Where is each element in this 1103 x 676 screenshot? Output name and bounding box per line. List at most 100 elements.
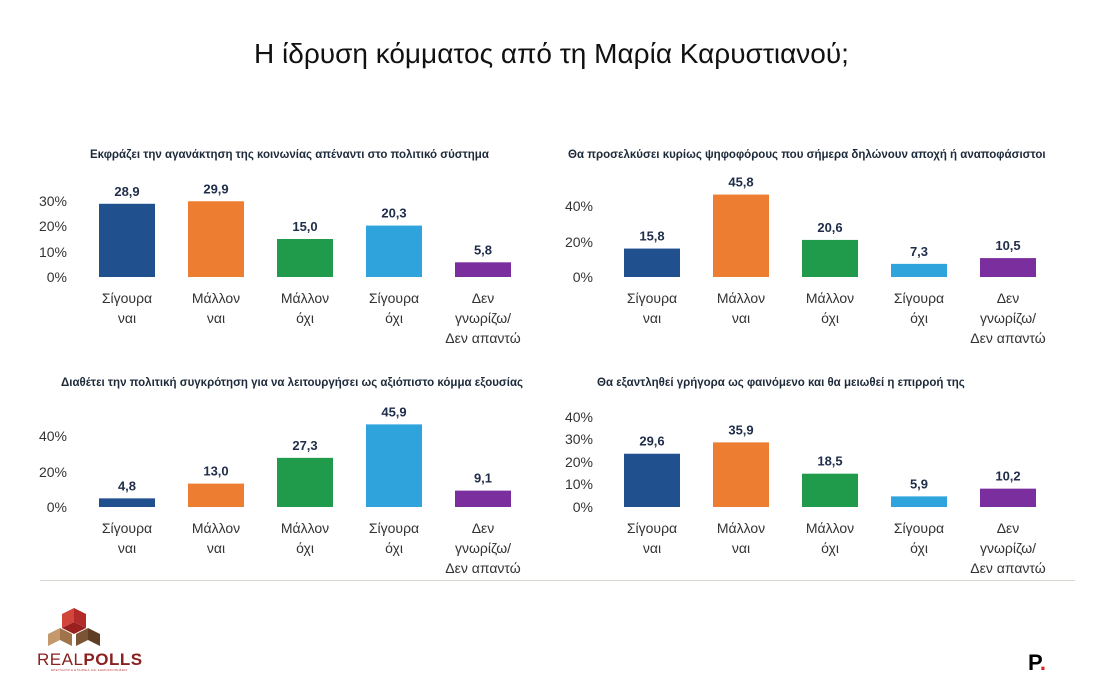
category-label: Σίγουρα bbox=[627, 520, 677, 536]
bar-value-label: 10,2 bbox=[995, 469, 1020, 484]
bar bbox=[713, 194, 769, 277]
category-label: Δεν bbox=[472, 520, 495, 536]
category-label: Δεν απαντώ bbox=[445, 330, 520, 346]
category-label: ναι bbox=[732, 310, 750, 326]
chart-title-2: Θα προσελκύσει κυρίως ψηφοφόρους που σήμ… bbox=[568, 149, 1046, 161]
bar-value-label: 29,9 bbox=[203, 181, 228, 196]
y-tick-label: 0% bbox=[47, 499, 67, 515]
bar bbox=[802, 473, 858, 507]
bar-value-label: 5,9 bbox=[910, 476, 928, 491]
realpolls-tagline: ΕΡΕΥΝΗΤΙΚΗ ΕΤΑΙΡΕΙΑ ΚΑΙ ΔΗΜΟΣΚΟΠΗΣΕΙΣ bbox=[51, 668, 128, 672]
realpolls-logo-icon bbox=[48, 608, 100, 646]
y-tick-label: 0% bbox=[47, 269, 67, 285]
bar-value-label: 18,5 bbox=[817, 454, 842, 469]
category-label: όχι bbox=[296, 310, 314, 326]
bar bbox=[980, 258, 1036, 277]
y-tick-label: 0% bbox=[573, 499, 593, 515]
bar-value-label: 13,0 bbox=[203, 464, 228, 479]
bar bbox=[277, 239, 333, 277]
category-label: γνωρίζω/ bbox=[455, 310, 511, 326]
bar-value-label: 20,6 bbox=[817, 220, 842, 235]
category-label: γνωρίζω/ bbox=[980, 310, 1036, 326]
chart-title-3: Διαθέτει την πολιτική συγκρότηση για να … bbox=[61, 377, 524, 389]
category-label: Σίγουρα bbox=[369, 520, 419, 536]
bar bbox=[891, 263, 947, 277]
category-label: Μάλλον bbox=[281, 290, 329, 306]
y-tick-label: 20% bbox=[565, 454, 593, 470]
bar-value-label: 15,0 bbox=[292, 219, 317, 234]
chart-title-4: Θα εξαντληθεί γρήγορα ως φαινόμενο και θ… bbox=[597, 377, 965, 389]
category-label: Σίγουρα bbox=[102, 520, 152, 536]
y-tick-label: 30% bbox=[39, 193, 67, 209]
category-label: Σίγουρα bbox=[894, 290, 944, 306]
bar bbox=[891, 496, 947, 507]
bar bbox=[99, 498, 155, 507]
y-tick-label: 10% bbox=[39, 244, 67, 260]
category-label: Μάλλον bbox=[806, 290, 854, 306]
bar bbox=[624, 453, 680, 507]
bar bbox=[713, 442, 769, 507]
bar bbox=[455, 262, 511, 277]
bar bbox=[188, 201, 244, 277]
bar-value-label: 35,9 bbox=[728, 422, 753, 437]
bar-value-label: 28,9 bbox=[114, 184, 139, 199]
category-label: γνωρίζω/ bbox=[980, 540, 1036, 556]
category-label: ναι bbox=[643, 540, 661, 556]
bar-value-label: 15,8 bbox=[639, 229, 664, 244]
category-label: όχι bbox=[910, 310, 928, 326]
p-brand-logo: P. bbox=[1028, 650, 1046, 675]
y-tick-label: 40% bbox=[565, 409, 593, 425]
y-tick-label: 40% bbox=[39, 428, 67, 444]
bar bbox=[980, 488, 1036, 507]
realpolls-wordmark: REALPOLLS bbox=[37, 650, 143, 669]
category-label: Μάλλον bbox=[806, 520, 854, 536]
bar-value-label: 45,9 bbox=[381, 404, 406, 419]
category-label: Μάλλον bbox=[192, 290, 240, 306]
category-label: γνωρίζω/ bbox=[455, 540, 511, 556]
category-label: Σίγουρα bbox=[894, 520, 944, 536]
bar-value-label: 45,8 bbox=[728, 175, 753, 190]
category-label: ναι bbox=[118, 310, 136, 326]
y-tick-label: 30% bbox=[565, 431, 593, 447]
category-label: Σίγουρα bbox=[369, 290, 419, 306]
category-label: Δεν απαντώ bbox=[970, 330, 1045, 346]
bar-value-label: 4,8 bbox=[118, 478, 136, 493]
category-label: ναι bbox=[732, 540, 750, 556]
chart-title-1: Εκφράζει την αγανάκτηση της κοινωνίας απ… bbox=[90, 149, 489, 161]
bar bbox=[455, 490, 511, 507]
category-label: Δεν bbox=[472, 290, 495, 306]
category-label: Σίγουρα bbox=[102, 290, 152, 306]
category-label: Μάλλον bbox=[717, 520, 765, 536]
bar-value-label: 7,3 bbox=[910, 244, 928, 259]
bar-value-label: 27,3 bbox=[292, 438, 317, 453]
bar bbox=[366, 424, 422, 507]
footer-divider bbox=[40, 580, 1075, 581]
category-label: Μάλλον bbox=[717, 290, 765, 306]
category-label: ναι bbox=[643, 310, 661, 326]
category-label: Δεν απαντώ bbox=[445, 560, 520, 576]
bar-value-label: 29,6 bbox=[639, 434, 664, 449]
bar bbox=[99, 203, 155, 277]
category-label: όχι bbox=[385, 310, 403, 326]
category-label: Σίγουρα bbox=[627, 290, 677, 306]
bar bbox=[802, 239, 858, 277]
bar bbox=[277, 457, 333, 507]
category-label: Μάλλον bbox=[192, 520, 240, 536]
bar bbox=[188, 483, 244, 507]
y-tick-label: 20% bbox=[565, 234, 593, 250]
category-label: όχι bbox=[385, 540, 403, 556]
bar-value-label: 5,8 bbox=[474, 242, 492, 257]
category-label: Δεν απαντώ bbox=[970, 560, 1045, 576]
y-tick-label: 20% bbox=[39, 464, 67, 480]
category-label: όχι bbox=[821, 540, 839, 556]
category-label: ναι bbox=[207, 310, 225, 326]
bar-value-label: 20,3 bbox=[381, 206, 406, 221]
bar-value-label: 9,1 bbox=[474, 471, 492, 486]
page-title: Η ίδρυση κόμματος από τη Μαρία Καρυστιαν… bbox=[254, 38, 849, 69]
y-tick-label: 0% bbox=[573, 269, 593, 285]
category-label: Δεν bbox=[997, 290, 1020, 306]
bar bbox=[624, 248, 680, 277]
y-tick-label: 10% bbox=[565, 476, 593, 492]
category-label: Δεν bbox=[997, 520, 1020, 536]
